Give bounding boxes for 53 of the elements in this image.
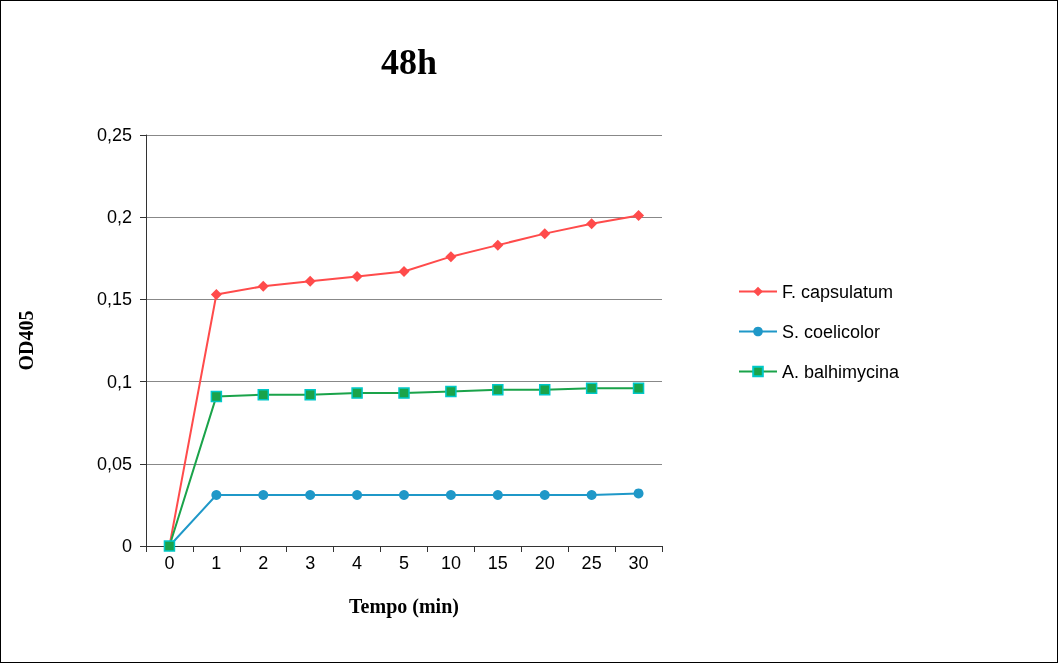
y-tick-label: 0 [121,536,132,556]
point [304,275,316,287]
point [210,390,223,403]
x-tick-label: 10 [440,553,461,573]
chart-title: 48h [380,42,438,82]
point [633,488,644,499]
point [399,490,409,501]
y-tick-label: 0,05 [96,453,132,474]
point [257,389,270,401]
point [304,389,316,401]
point [398,387,410,399]
x-tick-label: 3 [305,553,316,573]
point [398,265,410,277]
point [632,382,645,394]
point [352,490,363,501]
y-tick-label: 0,15 [96,289,132,310]
point [633,210,645,222]
y-tick-label: 0,2 [106,207,132,228]
point [539,228,551,240]
point [492,239,504,251]
point [539,490,550,501]
x-tick-label: 30 [628,553,649,573]
point [351,270,363,282]
x-tick-label: 15 [487,553,508,573]
x-tick-label: 5 [398,553,410,573]
legend-label: A. balhimycina [782,361,901,382]
y-tick-label: 0,25 [96,125,132,145]
point [351,387,363,399]
legend-label: F. capsulatum [782,281,894,302]
x-tick-label: 0 [164,553,175,573]
point [258,490,269,501]
legend-label: S. coelicolor [782,321,881,342]
y-tick-label: 0,1 [106,371,132,392]
point [586,218,598,230]
point [586,490,597,501]
point [445,251,457,263]
x-tick-label: 4 [352,553,363,573]
x-tick-label: 25 [581,553,602,573]
point [305,490,316,501]
point [492,384,504,396]
point [445,490,456,501]
point [492,490,503,501]
point [210,288,222,300]
x-tick-label: 20 [534,553,555,573]
x-tick-label: 2 [258,553,269,573]
point [257,280,269,292]
point [445,385,457,398]
y-axis-title: OD405 [15,310,37,371]
x-axis-title: Tempo (min) [349,595,459,618]
point [585,382,598,394]
point [211,490,222,501]
x-tick-label: 1 [211,553,222,573]
point [538,384,551,396]
